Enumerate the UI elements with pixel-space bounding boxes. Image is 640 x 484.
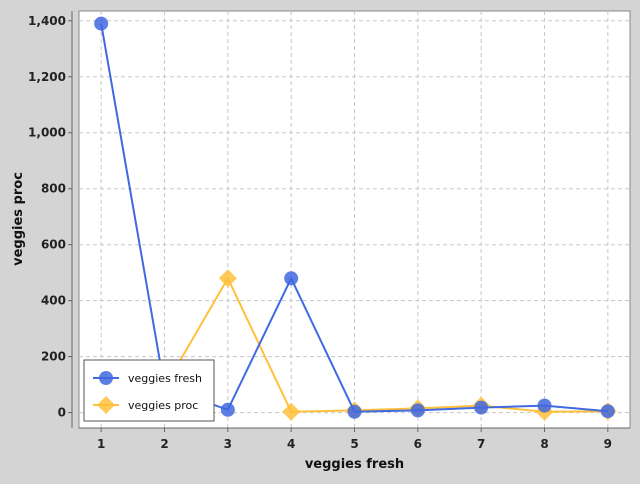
y-tick-label: 200	[41, 350, 66, 364]
y-tick-label: 1,200	[28, 70, 66, 84]
x-tick-label: 1	[97, 437, 105, 451]
data-point-veggies-fresh	[220, 402, 235, 417]
y-axis: 0 200 400 600 800 1,000 1,200 1,400	[28, 11, 73, 428]
y-tick-label: 0	[58, 406, 66, 420]
legend-label-veggies-proc: veggies proc	[128, 399, 198, 412]
data-point-veggies-fresh	[347, 404, 362, 419]
y-tick-label: 800	[41, 182, 66, 196]
x-axis-title: veggies fresh	[305, 457, 404, 472]
x-tick-label: 6	[414, 437, 422, 451]
data-point-veggies-fresh	[94, 16, 109, 31]
data-point-veggies-fresh	[600, 404, 615, 419]
x-tick-label: 4	[287, 437, 295, 451]
data-point-veggies-fresh	[474, 400, 489, 415]
data-point-veggies-fresh	[410, 403, 425, 418]
y-tick-label: 400	[41, 294, 66, 308]
x-axis: 1 2 3 4 5 6 7 8 9	[79, 427, 630, 451]
legend-marker-veggies-proc	[97, 396, 115, 414]
plot-area	[78, 10, 631, 429]
data-point-veggies-fresh	[284, 271, 299, 286]
x-tick-label: 7	[477, 437, 485, 451]
legend: veggies fresh veggies proc	[83, 359, 215, 422]
y-tick-label: 1,400	[28, 14, 66, 28]
x-tick-label: 2	[160, 437, 168, 451]
legend-label-veggies-fresh: veggies fresh	[128, 372, 202, 385]
x-tick-label: 8	[540, 437, 548, 451]
data-point-veggies-fresh	[537, 398, 552, 413]
y-tick-label: 1,000	[28, 126, 66, 140]
data-point-veggies-proc	[282, 402, 301, 421]
x-tick-label: 5	[350, 437, 358, 451]
x-tick-label: 9	[604, 437, 612, 451]
x-tick-label: 3	[224, 437, 232, 451]
data-point-veggies-proc	[218, 269, 237, 288]
y-axis-title: veggies proc	[11, 172, 26, 266]
y-tick-label: 600	[41, 238, 66, 252]
legend-marker-veggies-fresh	[99, 371, 113, 385]
